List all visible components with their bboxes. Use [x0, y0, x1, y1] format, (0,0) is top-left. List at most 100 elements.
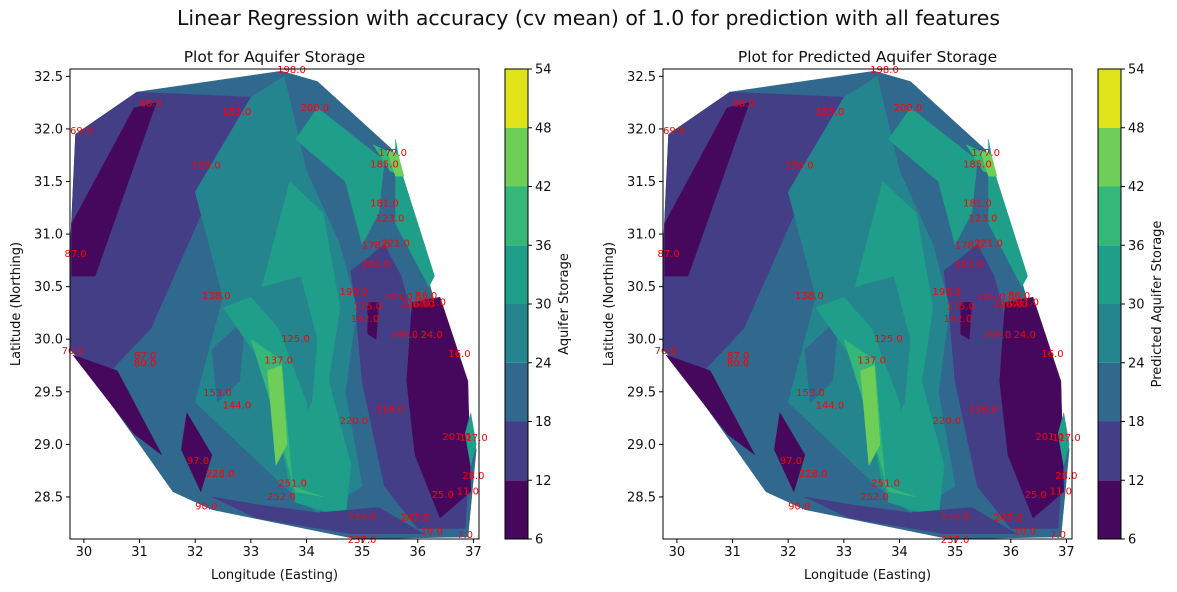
colorbar-tick-label: 12: [535, 474, 552, 489]
point-label: 228.0: [799, 469, 828, 480]
y-tick-label: 29.0: [627, 438, 656, 453]
subplot-1: 198.0 68.0 163.0 200.0 69.0 177.0 195.0 185.0 18…: [9, 48, 572, 583]
point-label: 24.0: [421, 330, 443, 341]
point-label: 97.0: [780, 456, 802, 467]
colorbar-band: [1098, 304, 1121, 363]
colorbar-band: [505, 362, 528, 422]
x-tick-label: 30: [669, 545, 686, 560]
colorbar-tick-label: 30: [535, 298, 552, 313]
colorbar-band: [1098, 421, 1121, 481]
point-label: 175.0: [353, 302, 382, 313]
x-tick-label: 34: [298, 545, 315, 560]
y-tick-label: 29.5: [34, 385, 63, 400]
point-label: 221.0: [974, 239, 1003, 250]
point-label: 177.0: [971, 148, 1000, 159]
colorbar-band: [1098, 186, 1121, 246]
colorbar-band: [505, 304, 528, 363]
x-tick-label: 33: [836, 545, 853, 560]
point-label: 86.0: [415, 291, 437, 302]
x-tick-label: 34: [891, 545, 908, 560]
colorbar-band: [505, 69, 528, 128]
contour-region: [71, 102, 157, 277]
point-label: 123.0: [969, 213, 998, 224]
point-label: 137.0: [264, 355, 293, 366]
point-label: 178.0: [362, 241, 391, 252]
y-axis-label: Latitude (Northing): [9, 242, 24, 366]
point-label: 205.0: [977, 292, 1006, 303]
y-tick-label: 31.5: [627, 175, 656, 190]
point-label: 185.0: [370, 160, 399, 171]
colorbar-tick-label: 36: [1128, 239, 1145, 254]
colorbar-band: [1098, 480, 1121, 539]
contour-region: [804, 317, 839, 403]
point-label: 76.0: [655, 346, 677, 357]
point-label: 182.0: [351, 314, 380, 325]
subplot-title: Plot for Predicted Aquifer Storage: [738, 48, 997, 66]
point-label: 97.0: [187, 456, 209, 467]
contour-region: [999, 296, 1064, 519]
point-label: 138.0: [202, 291, 231, 302]
colorbar-tick-label: 6: [1128, 533, 1136, 548]
y-tick-label: 32.0: [627, 122, 656, 137]
contour-region: [181, 412, 213, 493]
point-label: 76.0: [62, 346, 84, 357]
point-label: 181.0: [963, 199, 992, 210]
point-label: 137.0: [857, 355, 886, 366]
colorbar-tick-label: 18: [1128, 415, 1145, 430]
point-label: 10.0: [1014, 527, 1036, 538]
x-tick-label: 35: [947, 545, 964, 560]
point-label: 16.0: [448, 349, 470, 360]
y-tick-label: 30.5: [34, 280, 63, 295]
point-label: 175.0: [946, 302, 975, 313]
point-label: 16.0: [1041, 349, 1063, 360]
colorbar-tick-label: 24: [1128, 356, 1145, 371]
point-label: 117.0: [1052, 433, 1081, 444]
colorbar-tick-label: 42: [1128, 180, 1145, 195]
point-label: 125.0: [281, 334, 310, 345]
y-tick-label: 31.5: [34, 175, 63, 190]
x-tick-label: 31: [131, 545, 148, 560]
point-label: 251.0: [278, 478, 307, 489]
point-label: 87.0: [64, 249, 86, 260]
x-tick-label: 37: [1058, 545, 1075, 560]
point-label: 205.0: [384, 292, 413, 303]
point-label: 201.0: [955, 260, 984, 271]
subplot-title: Plot for Aquifer Storage: [184, 48, 366, 66]
point-label: 221.0: [1010, 297, 1039, 308]
colorbar-band: [505, 186, 528, 246]
point-label: 228.0: [206, 469, 235, 480]
x-tick-label: 36: [1003, 545, 1020, 560]
point-label: 7.0: [457, 530, 473, 541]
subplot-2: 198.0 68.0 163.0 200.0 69.0 177.0 195.0 185.0 18…: [602, 48, 1165, 583]
point-label: 207.0: [999, 300, 1028, 311]
point-label: 116.0: [969, 405, 998, 416]
point-label: 251.0: [871, 478, 900, 489]
x-tick-label: 32: [187, 545, 204, 560]
point-label: 209.0: [390, 330, 419, 341]
point-label: 201.0: [1035, 432, 1064, 443]
colorbar-band: [505, 127, 528, 187]
point-label: 87.0: [727, 351, 749, 362]
x-tick-label: 37: [465, 545, 482, 560]
contour-region: [464, 412, 477, 466]
y-tick-label: 28.5: [627, 490, 656, 505]
y-tick-label: 29.0: [34, 438, 63, 453]
point-label: 10.0: [421, 527, 443, 538]
x-axis-label: Longitude (Easting): [211, 568, 338, 583]
point-label: 28.0: [462, 471, 484, 482]
point-labels: 198.0 68.0 163.0 200.0 69.0 177.0 195.0 185.0 18…: [62, 65, 488, 546]
y-axis-label: Latitude (Northing): [602, 242, 617, 366]
contour-region: [774, 412, 806, 493]
colorbar-tick-label: 18: [535, 415, 552, 430]
point-label: 252.0: [860, 492, 889, 503]
point-label: 87.0: [134, 351, 156, 362]
point-label: 247.0: [401, 513, 430, 524]
contour-region: [211, 317, 246, 403]
contour-region: [406, 296, 471, 519]
x-tick-label: 35: [354, 545, 371, 560]
point-label: 138.0: [795, 291, 824, 302]
contour-region: [664, 102, 750, 277]
point-label: 25.0: [432, 490, 454, 501]
point-label: 117.0: [459, 433, 488, 444]
